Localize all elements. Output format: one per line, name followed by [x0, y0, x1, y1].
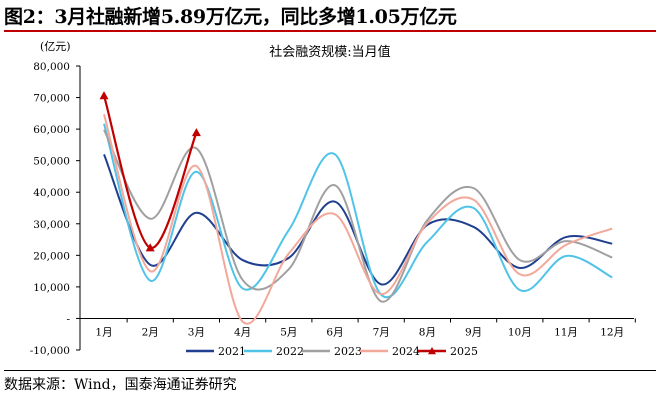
series-point-2025 — [145, 243, 155, 252]
series-point-2025 — [191, 128, 201, 137]
series-line-2021 — [103, 153, 613, 286]
legend-label-2021: 2021 — [218, 345, 246, 358]
series-point-2025 — [99, 91, 109, 100]
y-tick-label: 20,000 — [33, 250, 70, 262]
chart-title: 社会融资规模:当月值 — [269, 44, 390, 60]
figure-title: 图2：3月社融新增5.89万亿元，同比多增1.05万亿元 — [4, 2, 656, 32]
x-tick-label: 2月 — [142, 326, 159, 338]
legend-marker-2025 — [428, 347, 436, 355]
y-tick-label: 60,000 — [33, 124, 70, 136]
legend-label-2023: 2023 — [334, 345, 362, 358]
x-tick-label: 12月 — [600, 326, 624, 338]
y-tick-label: -10,000 — [30, 345, 70, 357]
x-tick-label: 4月 — [234, 326, 251, 338]
legend-label-2024: 2024 — [392, 345, 420, 358]
series-line-2022 — [103, 123, 613, 299]
y-axis-unit: (亿元) — [40, 40, 71, 53]
legend-label-2025: 2025 — [450, 345, 478, 358]
x-tick-label: 3月 — [188, 326, 205, 338]
y-tick-label: 70,000 — [33, 93, 70, 105]
y-tick-label: 50,000 — [33, 156, 70, 168]
y-tick-label: 10,000 — [33, 282, 70, 294]
x-tick-label: 8月 — [419, 326, 436, 338]
x-tick-label: 1月 — [95, 326, 112, 338]
series-line-2023 — [103, 129, 613, 303]
x-tick-label: 11月 — [554, 326, 578, 338]
y-tick-label: 30,000 — [33, 219, 70, 231]
x-tick-label: 10月 — [508, 326, 532, 338]
line-chart: 社会融资规模:当月值(亿元)-10,000-10,00020,00030,000… — [30, 40, 636, 358]
y-tick-label: - — [66, 313, 70, 325]
source-note: 数据来源：Wind，国泰海通证券研究 — [4, 370, 656, 398]
legend-label-2022: 2022 — [276, 345, 304, 358]
x-tick-label: 5月 — [280, 326, 297, 338]
y-tick-label: 80,000 — [33, 61, 70, 73]
x-tick-label: 6月 — [326, 326, 343, 338]
x-tick-label: 7月 — [373, 326, 390, 338]
x-tick-label: 9月 — [465, 326, 482, 338]
y-tick-label: 40,000 — [33, 187, 70, 199]
series-line-2024 — [103, 113, 613, 325]
